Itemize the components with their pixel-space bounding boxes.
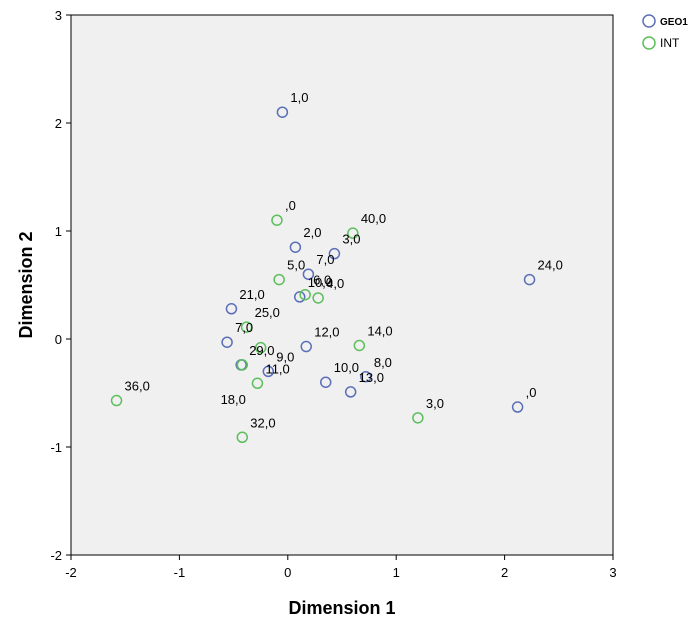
point-label: 12,0 [314,325,339,340]
data-points [110,106,536,444]
point-label: 11,0 [265,361,289,376]
data-point-int [254,341,267,354]
data-point-geo1 [360,371,372,383]
point-label: 40,0 [361,211,386,226]
data-point-int [236,431,249,444]
point-label: 2,0 [303,225,321,240]
point-label: 24,0 [538,258,563,273]
point-label: 10,0 [308,275,333,290]
x-tick-label: 2 [501,565,508,580]
point-label: ,0 [285,198,296,213]
y-tick-label: -2 [50,548,62,563]
data-point-int [312,292,324,304]
y-tick-label: 1 [55,224,62,239]
x-tick-label: -1 [174,565,186,580]
point-label: 36,0 [125,379,150,394]
data-point-geo1 [319,376,332,388]
point-label: 3,0 [426,396,444,411]
x-tick-label: 3 [609,565,616,580]
point-label: 14,0 [367,323,392,338]
plot-area [70,14,614,556]
point-label: 18,0 [221,392,246,407]
point-label: 7,0 [235,320,253,335]
point-label: 29,0 [249,343,274,358]
legend-marker-int [642,36,656,50]
x-axis-ticks: -2 -1 0 1 2 3 [65,555,617,580]
point-labels: 1,0 2,0 3,0 7,0 10,0 21,0 7,0 12,0 29,0 9,0 10,0 8,… [125,90,563,430]
legend: GEO1 INT [642,14,688,50]
point-label: 25,0 [255,305,280,320]
y-tick-label: -1 [50,440,62,455]
data-point-int [353,339,366,352]
data-point-geo1 [221,336,233,348]
legend-label-geo1: GEO1 [660,17,688,28]
y-tick-label: 0 [55,332,62,347]
data-point-int [273,273,285,286]
y-axis-ticks: -2 -1 0 1 2 3 [50,8,71,563]
point-label: 8,0 [374,355,392,370]
point-label: 32,0 [250,415,275,430]
y-tick-label: 3 [55,8,62,23]
data-point-geo1 [523,273,536,286]
data-point-geo1 [289,241,302,253]
data-point-geo1 [276,106,289,118]
point-label: 10,0 [334,360,359,375]
point-label: 4,0 [326,276,344,291]
point-label: 1,0 [290,90,308,105]
data-point-geo1 [302,268,315,280]
data-point-geo1 [300,340,312,353]
data-point-int [347,227,359,239]
data-point-geo1 [225,303,238,315]
y-tick-label: 2 [55,116,62,131]
point-label: 9,0 [276,349,294,364]
data-point-int [236,359,249,371]
legend-marker-geo1 [642,14,656,28]
data-point-geo1 [344,386,357,398]
x-axis-title: Dimension 1 [288,598,395,618]
data-point-int [110,394,123,407]
point-label: 21,0 [239,287,264,302]
data-point-geo1 [511,401,524,413]
data-point-geo1 [328,247,341,260]
data-point-int [271,214,283,226]
point-label: 13,0 [359,370,384,385]
point-label: 7,0 [316,252,334,267]
data-point-int [412,412,424,424]
x-tick-label: -2 [65,565,77,580]
data-point-geo1 [262,365,275,378]
point-label: 6,0 [313,273,331,288]
point-label: ,0 [526,385,537,400]
x-tick-label: 1 [393,565,400,580]
data-point-geo1 [293,291,306,303]
point-label: 3,0 [342,232,360,247]
data-point-int [251,377,264,390]
x-tick-label: 0 [284,565,291,580]
data-point-int [240,321,253,333]
data-point-int [299,288,311,301]
legend-label-int: INT [660,36,680,50]
point-label: 5,0 [287,258,305,273]
y-axis-title: Dimension 2 [16,231,36,338]
